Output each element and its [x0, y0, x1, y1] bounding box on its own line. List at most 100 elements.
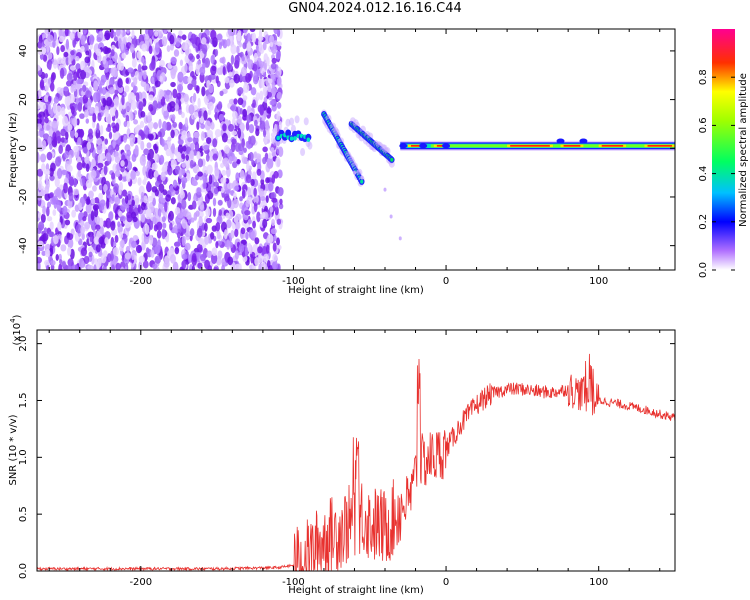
- noise-cell: [97, 162, 104, 168]
- noise-cell: [118, 210, 123, 217]
- noise-cell: [264, 119, 270, 131]
- noise-cell: [161, 138, 165, 147]
- stray-cell: [398, 236, 402, 241]
- noise-cell: [175, 41, 181, 48]
- noise-cell: [88, 251, 93, 258]
- signal-core: [289, 136, 294, 141]
- noise-cell: [234, 54, 240, 65]
- noise-cell: [79, 128, 84, 139]
- noise-cell: [66, 164, 73, 173]
- noise-cell: [174, 129, 179, 137]
- noise-cell: [213, 187, 219, 195]
- noise-cell: [260, 195, 266, 202]
- noise-cell: [65, 38, 70, 50]
- noise-cell: [234, 250, 239, 260]
- noise-cell: [160, 171, 166, 182]
- noise-cell: [76, 78, 82, 85]
- noise-cell: [52, 39, 56, 49]
- noise-cell: [245, 199, 250, 208]
- noise-cell: [259, 72, 263, 80]
- noise-cell: [147, 29, 154, 38]
- noise-cell: [173, 49, 180, 57]
- noise-cell: [169, 34, 175, 45]
- signal-core: [390, 157, 394, 162]
- noise-cell: [141, 65, 148, 71]
- noise-cell: [96, 36, 102, 43]
- noise-cell: [91, 158, 96, 167]
- noise-cell: [138, 71, 143, 82]
- noise-cell: [41, 250, 47, 256]
- noise-cell: [60, 128, 67, 137]
- noise-cell: [169, 222, 173, 231]
- noise-cell: [37, 261, 41, 270]
- noise-cell: [273, 29, 279, 35]
- noise-cell: [80, 226, 85, 235]
- noise-cell: [254, 119, 258, 127]
- noise-cell: [78, 257, 85, 269]
- noise-cell: [276, 41, 282, 47]
- noise-cell: [93, 258, 99, 265]
- noise-cell: [181, 235, 186, 247]
- noise-cell: [237, 29, 242, 36]
- noise-cell: [123, 158, 128, 168]
- snr-series-line: [37, 353, 675, 571]
- noise-cell: [182, 75, 190, 85]
- noise-cell: [250, 87, 257, 96]
- noise-cell: [47, 95, 52, 102]
- noise-cell: [210, 231, 215, 240]
- noise-cell: [235, 172, 240, 182]
- noise-cell: [117, 78, 123, 88]
- noise-cell: [48, 61, 52, 71]
- spectrogram-x-axis-label: Height of straight line (km): [288, 285, 424, 296]
- noise-cell: [238, 243, 245, 253]
- noise-cell: [112, 246, 119, 256]
- noise-cell: [44, 193, 51, 201]
- noise-cell: [222, 123, 227, 132]
- noise-cell: [267, 91, 272, 98]
- noise-cell: [53, 136, 57, 146]
- noise-cell: [258, 37, 262, 49]
- noise-cell: [246, 32, 251, 43]
- noise-cell: [211, 247, 218, 257]
- noise-cell: [144, 224, 150, 235]
- noise-cell: [181, 199, 187, 210]
- noise-cell: [207, 190, 214, 200]
- noise-cell: [177, 237, 181, 245]
- noise-cell: [232, 198, 240, 209]
- noise-cell: [102, 45, 109, 55]
- noise-cell: [97, 258, 102, 268]
- noise-cell: [96, 122, 100, 134]
- y-tick-label: 1.5: [18, 393, 29, 409]
- noise-cell: [270, 228, 277, 235]
- noise-cell: [70, 105, 75, 115]
- noise-cell: [231, 138, 237, 145]
- noise-cell: [44, 259, 51, 266]
- noise-cell: [181, 162, 187, 168]
- noise-cell: [153, 224, 158, 232]
- noise-cell: [161, 166, 166, 173]
- y-tick-label: 0.0: [18, 563, 29, 579]
- signal-halo: [289, 117, 295, 126]
- noise-cell: [90, 197, 96, 205]
- noise-cell: [70, 50, 75, 56]
- noise-cell: [80, 34, 85, 46]
- noise-cell: [94, 105, 99, 115]
- noise-cell: [185, 154, 189, 161]
- noise-cell: [170, 68, 177, 76]
- noise-cell: [121, 52, 127, 59]
- noise-cell: [74, 264, 79, 270]
- colorbar-tick-label: 0.2: [698, 214, 709, 230]
- noise-cell: [108, 211, 114, 221]
- noise-cell: [135, 244, 142, 254]
- noise-cell: [140, 202, 146, 211]
- noise-cell: [180, 98, 185, 104]
- noise-cell: [112, 66, 118, 78]
- noise-cell: [169, 185, 175, 193]
- noise-cell: [120, 266, 125, 270]
- noise-cell: [117, 221, 121, 228]
- noise-cell: [265, 244, 270, 254]
- noise-cell: [222, 157, 230, 168]
- noise-cell: [45, 180, 50, 190]
- noise-cell: [37, 130, 40, 137]
- noise-cell: [270, 147, 275, 153]
